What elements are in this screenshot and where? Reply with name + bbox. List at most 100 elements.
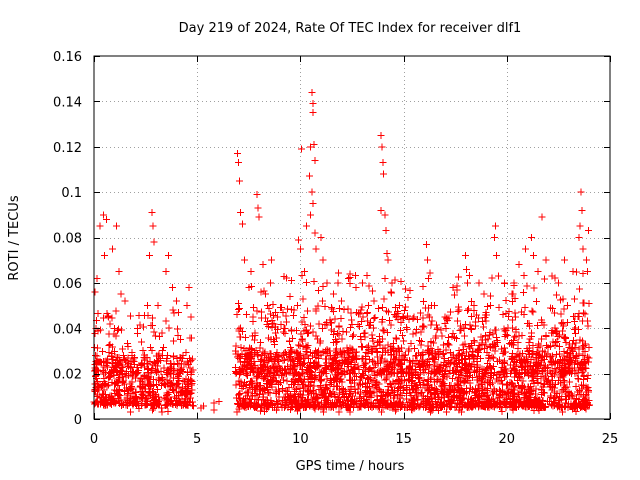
data-point-bulk	[162, 369, 170, 377]
data-point-bulk	[185, 354, 193, 362]
data-point-bulk	[147, 391, 155, 399]
y-tick-labels: 0 0.02 0.04 0.06 0.08 0.1 0.12 0.14 0.16	[53, 50, 82, 428]
data-point-bulk	[141, 351, 149, 359]
x-tick-label: 10	[292, 432, 309, 447]
data-point-bulk	[120, 377, 128, 385]
x-tick-label: 15	[395, 432, 412, 447]
data-point-bulk	[96, 326, 104, 334]
data-point-bulk	[94, 310, 102, 318]
data-point-bulk	[167, 380, 175, 388]
data-point-bulk	[158, 375, 166, 383]
data-point-bulk	[179, 368, 187, 376]
data-point-bulk	[138, 360, 146, 368]
data-point-bulk	[111, 362, 119, 370]
data-point-bulk	[110, 396, 118, 404]
y-tick-label: 0.08	[53, 232, 82, 247]
data-point-bulk	[94, 344, 102, 352]
data-points	[90, 88, 593, 416]
data-point-bulk	[114, 392, 122, 400]
x-tick-label: 25	[602, 432, 619, 447]
data-point-bulk	[185, 381, 193, 389]
data-point-bulk	[126, 380, 134, 388]
data-point-bulk	[137, 382, 145, 390]
data-point-bulk	[167, 397, 175, 405]
data-point-bulk	[137, 374, 145, 382]
data-point-bulk	[146, 343, 154, 351]
data-point-bulk	[111, 397, 119, 405]
data-point-bulk	[154, 356, 162, 364]
data-point-bulk	[145, 373, 153, 381]
data-point-bulk	[162, 317, 170, 325]
data-point-bulk	[150, 395, 158, 403]
data-point-bulk	[104, 312, 112, 320]
data-point-bulk	[104, 381, 112, 389]
data-point-bulk	[124, 343, 132, 351]
x-axis-label: GPS time / hours	[296, 459, 405, 474]
y-tick-label: 0.04	[53, 322, 82, 337]
data-point-bulk	[133, 370, 141, 378]
data-point-bulk	[181, 384, 189, 392]
data-point-bulk	[105, 341, 113, 349]
data-point-bulk	[91, 330, 99, 338]
data-point-bulk	[133, 363, 141, 371]
data-point-bulk	[176, 368, 184, 376]
data-point-bulk	[118, 401, 126, 409]
data-point-bulk	[139, 347, 147, 355]
data-point-bulk	[123, 340, 131, 348]
data-point-bulk	[182, 375, 190, 383]
data-point-bulk	[153, 362, 161, 370]
data-point-bulk	[161, 380, 169, 388]
data-point-bulk	[155, 374, 163, 382]
y-tick-label: 0.06	[53, 277, 82, 292]
x-tick-label: 5	[193, 432, 201, 447]
data-point-bulk	[137, 361, 145, 369]
data-point-bulk	[186, 334, 194, 342]
data-point-bulk	[113, 363, 121, 371]
grid-lines	[94, 56, 610, 419]
data-point-bulk	[127, 358, 135, 366]
data-point-bulk	[100, 386, 108, 394]
data-point-bulk	[124, 389, 132, 397]
data-point-bulk	[183, 389, 191, 397]
data-point-bulk	[177, 354, 185, 362]
data-point-bulk	[106, 320, 114, 328]
data-point-bulk	[148, 347, 156, 355]
data-point-bulk	[92, 352, 100, 360]
data-point-bulk	[157, 368, 165, 376]
data-point-bulk	[108, 343, 116, 351]
data-point-bulk	[103, 363, 111, 371]
data-point-bulk	[144, 369, 152, 377]
data-point-bulk	[155, 396, 163, 404]
chart-title: Day 219 of 2024, Rate Of TEC Index for r…	[179, 21, 522, 36]
data-point-bulk	[129, 367, 137, 375]
data-point-bulk	[137, 394, 145, 402]
data-point-bulk	[99, 314, 107, 322]
data-point-bulk	[140, 323, 148, 331]
data-point-bulk	[149, 361, 157, 369]
data-point-bulk	[150, 376, 158, 384]
data-point-bulk	[93, 379, 101, 387]
data-point-bulk	[175, 370, 183, 378]
data-point-bulk	[106, 400, 114, 408]
data-point-bulk	[92, 399, 100, 407]
y-tick-label: 0.02	[53, 368, 82, 383]
data-point-bulk	[146, 358, 154, 366]
y-tick-label: 0.12	[53, 141, 82, 156]
data-point-bulk	[101, 396, 109, 404]
data-point-bulk	[170, 386, 178, 394]
x-tick-label: 0	[90, 432, 98, 447]
data-point-bulk	[127, 386, 135, 394]
y-tick-label: 0.16	[53, 50, 82, 65]
data-point-bulk	[99, 391, 107, 399]
data-point-bulk	[182, 349, 190, 357]
data-point-bulk	[131, 395, 139, 403]
y-tick-label: 0	[74, 413, 82, 428]
data-point-bulk	[153, 386, 161, 394]
data-point-bulk	[154, 401, 162, 409]
data-point-bulk	[112, 353, 120, 361]
data-point-bulk	[108, 314, 116, 322]
data-point-bulk	[91, 361, 99, 369]
data-point-bulk	[108, 349, 116, 357]
y-tick-label: 0.1	[61, 186, 82, 201]
data-point-bulk	[169, 337, 177, 345]
